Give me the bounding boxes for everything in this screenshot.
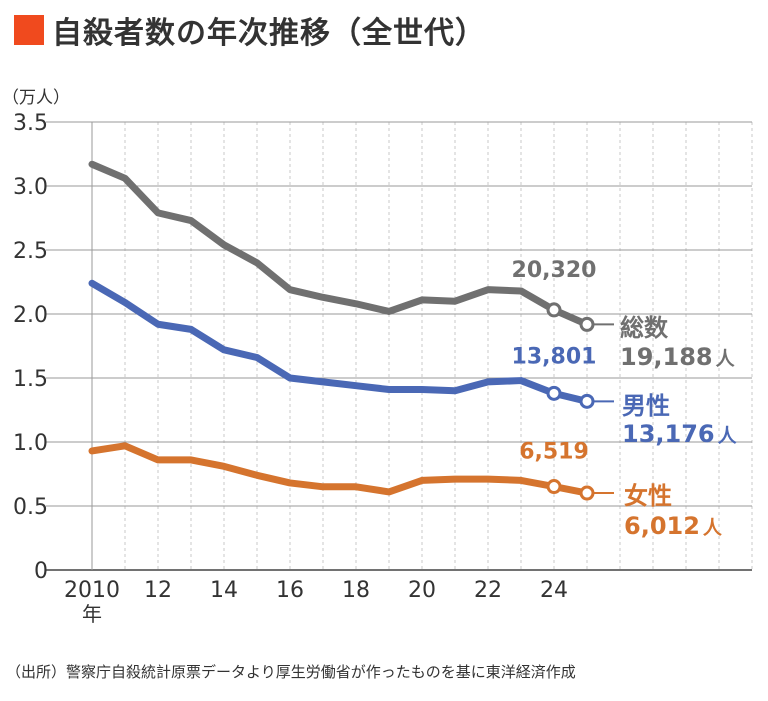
end-point-marker [579, 393, 595, 409]
x-tick-label: 24 [540, 578, 568, 603]
data-point-marker [546, 302, 562, 318]
y-unit-label: （万人） [2, 88, 70, 108]
line-chart: 0 0.5 1.0 1.5 2.0 2.5 3.0 3.5 （万人） 2010 12 14 16 18 20… [2, 88, 753, 626]
series-line [88, 442, 591, 497]
chart-title-block: 自殺者数の年次推移（全世代） [14, 8, 486, 52]
series-line [88, 279, 591, 405]
end-value-unit: 人 [718, 425, 738, 447]
x-tick-label: 18 [342, 578, 370, 603]
x-tick-label: 16 [276, 578, 304, 603]
chart-title: 自殺者数の年次推移（全世代） [52, 16, 486, 51]
x-tick-label: 20 [408, 578, 436, 603]
x-tick-label: 2010 [64, 578, 120, 603]
x-tick-label: 22 [474, 578, 502, 603]
end-value-unit: 人 [703, 517, 723, 539]
series-name-label: 男性 [622, 392, 670, 420]
end-point-marker [579, 316, 595, 332]
y-tick-label: 1.0 [13, 431, 48, 456]
data-label: 13,801 [512, 344, 597, 369]
data-label: 20,320 [512, 258, 597, 283]
y-tick-label: 2.0 [13, 303, 48, 328]
y-tick-label: 2.5 [13, 239, 48, 264]
y-tick-label: 3.0 [13, 175, 48, 200]
x-tick-label: 12 [144, 578, 172, 603]
series-name-label: 総数 [620, 314, 669, 342]
x-tick-label: 14 [210, 578, 238, 603]
end-value-label: 6,012 [624, 512, 700, 540]
end-point-marker [579, 485, 595, 501]
data-point-marker [546, 479, 562, 495]
data-point-marker [546, 385, 562, 401]
end-value-label: 13,176 [622, 420, 715, 448]
end-value-label: 19,188 [620, 343, 713, 371]
x-year-suffix: 年 [82, 602, 102, 626]
y-tick-label: 3.5 [13, 111, 48, 136]
series-name-label: 女性 [624, 482, 672, 510]
end-value-unit: 人 [716, 348, 736, 370]
title-marker-square [14, 15, 44, 45]
series-line [88, 160, 591, 328]
y-tick-label: 1.5 [13, 367, 48, 392]
source-note: （出所）警察庁自殺統計原票データより厚生労働省が作ったものを基に東洋経済作成 [6, 663, 576, 681]
data-label: 6,519 [519, 440, 589, 465]
y-tick-label: 0 [34, 559, 48, 584]
y-tick-label: 0.5 [13, 495, 48, 520]
